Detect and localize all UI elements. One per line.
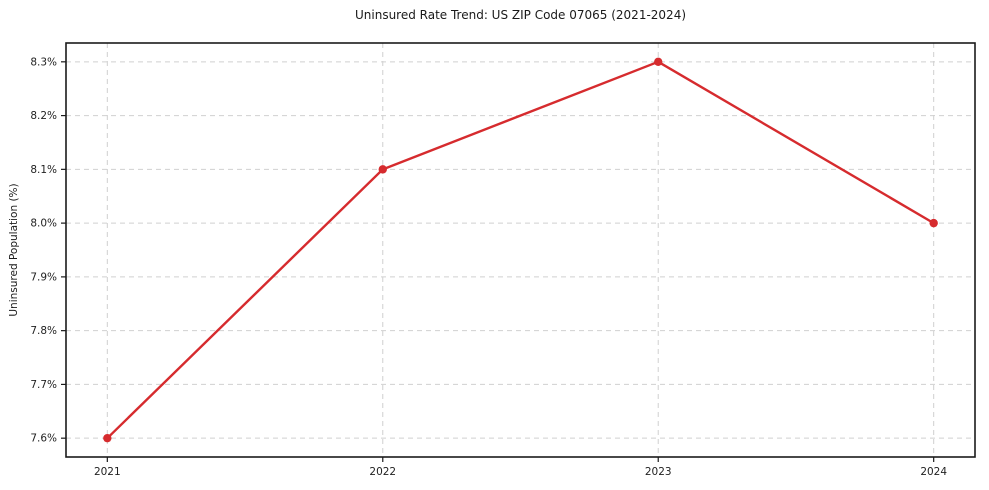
y-tick-label: 8.3% [30, 56, 57, 68]
x-tick-label: 2024 [920, 466, 947, 478]
y-tick-label: 7.9% [30, 271, 57, 283]
data-point [378, 165, 387, 174]
trend-line [106, 60, 935, 440]
chart-title: Uninsured Rate Trend: US ZIP Code 07065 … [354, 8, 687, 22]
x-tick-label: 2023 [645, 466, 672, 478]
y-tick-label: 7.6% [30, 433, 57, 445]
data-point [654, 57, 663, 67]
x-tick-label: 2021 [94, 466, 121, 478]
y-tick-label: 8.2% [30, 110, 57, 122]
x-tick-label: 2022 [369, 466, 396, 478]
y-tick-label: 8.0% [30, 218, 57, 230]
y-tick-label: 8.1% [30, 164, 57, 176]
y-tick-label: 7.7% [30, 379, 57, 391]
y-tick-label: 7.8% [30, 325, 57, 337]
plot-border [65, 42, 976, 458]
data-point [103, 433, 112, 443]
data-point [929, 218, 938, 228]
